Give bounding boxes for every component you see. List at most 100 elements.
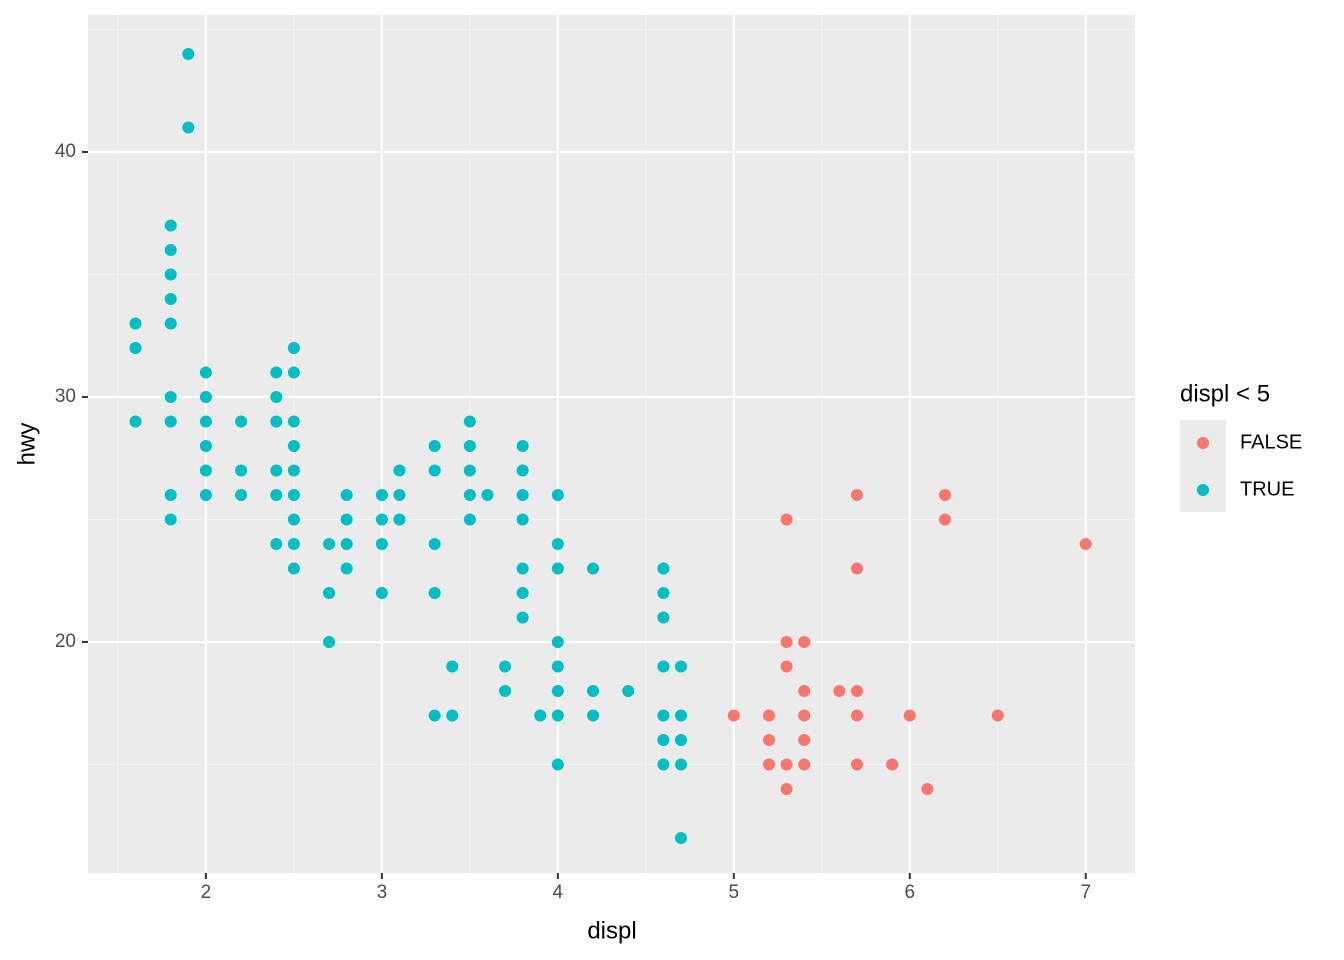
point (780, 758, 793, 771)
point (762, 709, 775, 722)
point (287, 537, 300, 550)
point (499, 684, 512, 697)
point (657, 709, 670, 722)
point (798, 709, 811, 722)
point (463, 415, 476, 428)
y-axis-title: hwy (13, 423, 40, 466)
point (657, 611, 670, 624)
point (428, 537, 441, 550)
point (287, 488, 300, 501)
point (780, 635, 793, 648)
point (164, 317, 177, 330)
point (323, 586, 336, 599)
point (428, 439, 441, 452)
point (850, 758, 863, 771)
point (393, 464, 406, 477)
point (850, 709, 863, 722)
point (551, 758, 564, 771)
point (675, 660, 688, 673)
point (516, 488, 529, 501)
point (270, 366, 283, 379)
point (164, 415, 177, 428)
y-tick-label: 40 (55, 141, 76, 162)
x-tick-label: 3 (377, 882, 388, 903)
point (270, 415, 283, 428)
point (270, 537, 283, 550)
point (375, 537, 388, 550)
point (199, 488, 212, 501)
point (587, 562, 600, 575)
point (780, 513, 793, 526)
point (675, 831, 688, 844)
x-tick-label: 6 (904, 882, 915, 903)
point (516, 439, 529, 452)
point (938, 513, 951, 526)
point (182, 121, 195, 134)
point (833, 684, 846, 697)
legend-label: TRUE (1240, 478, 1294, 500)
legend-swatch (1197, 484, 1209, 496)
legend-title: displ < 5 (1180, 380, 1270, 407)
point (551, 562, 564, 575)
point (727, 709, 740, 722)
point (235, 415, 248, 428)
point (235, 464, 248, 477)
point (323, 635, 336, 648)
point (164, 219, 177, 232)
point (516, 562, 529, 575)
point (199, 366, 212, 379)
point (551, 635, 564, 648)
x-axis-title: displ (587, 917, 636, 944)
point (850, 684, 863, 697)
point (270, 464, 283, 477)
point (129, 415, 142, 428)
point (938, 488, 951, 501)
x-tick-label: 5 (729, 882, 740, 903)
point (657, 733, 670, 746)
point (463, 488, 476, 501)
point (340, 562, 353, 575)
point (199, 464, 212, 477)
point (886, 758, 899, 771)
point (657, 758, 670, 771)
x-tick-label: 7 (1080, 882, 1091, 903)
point (287, 366, 300, 379)
point (375, 586, 388, 599)
point (199, 390, 212, 403)
point (798, 733, 811, 746)
point (587, 709, 600, 722)
legend-key-bg (1180, 420, 1226, 512)
x-tick-label: 2 (201, 882, 212, 903)
point (762, 758, 775, 771)
point (516, 586, 529, 599)
point (287, 415, 300, 428)
point (762, 733, 775, 746)
point (323, 537, 336, 550)
point (164, 488, 177, 501)
point (463, 464, 476, 477)
point (340, 537, 353, 550)
point (657, 660, 670, 673)
point (375, 488, 388, 501)
point (551, 537, 564, 550)
point (481, 488, 494, 501)
point (164, 390, 177, 403)
point (428, 586, 441, 599)
point (446, 660, 459, 673)
point (675, 733, 688, 746)
panel (88, 15, 1135, 873)
point (903, 709, 916, 722)
point (375, 513, 388, 526)
point (516, 611, 529, 624)
point (991, 709, 1004, 722)
point (287, 439, 300, 452)
point (516, 513, 529, 526)
point (463, 513, 476, 526)
point (551, 488, 564, 501)
point (1079, 537, 1092, 550)
legend-swatch (1197, 437, 1209, 449)
point (287, 513, 300, 526)
point (235, 488, 248, 501)
point (675, 758, 688, 771)
